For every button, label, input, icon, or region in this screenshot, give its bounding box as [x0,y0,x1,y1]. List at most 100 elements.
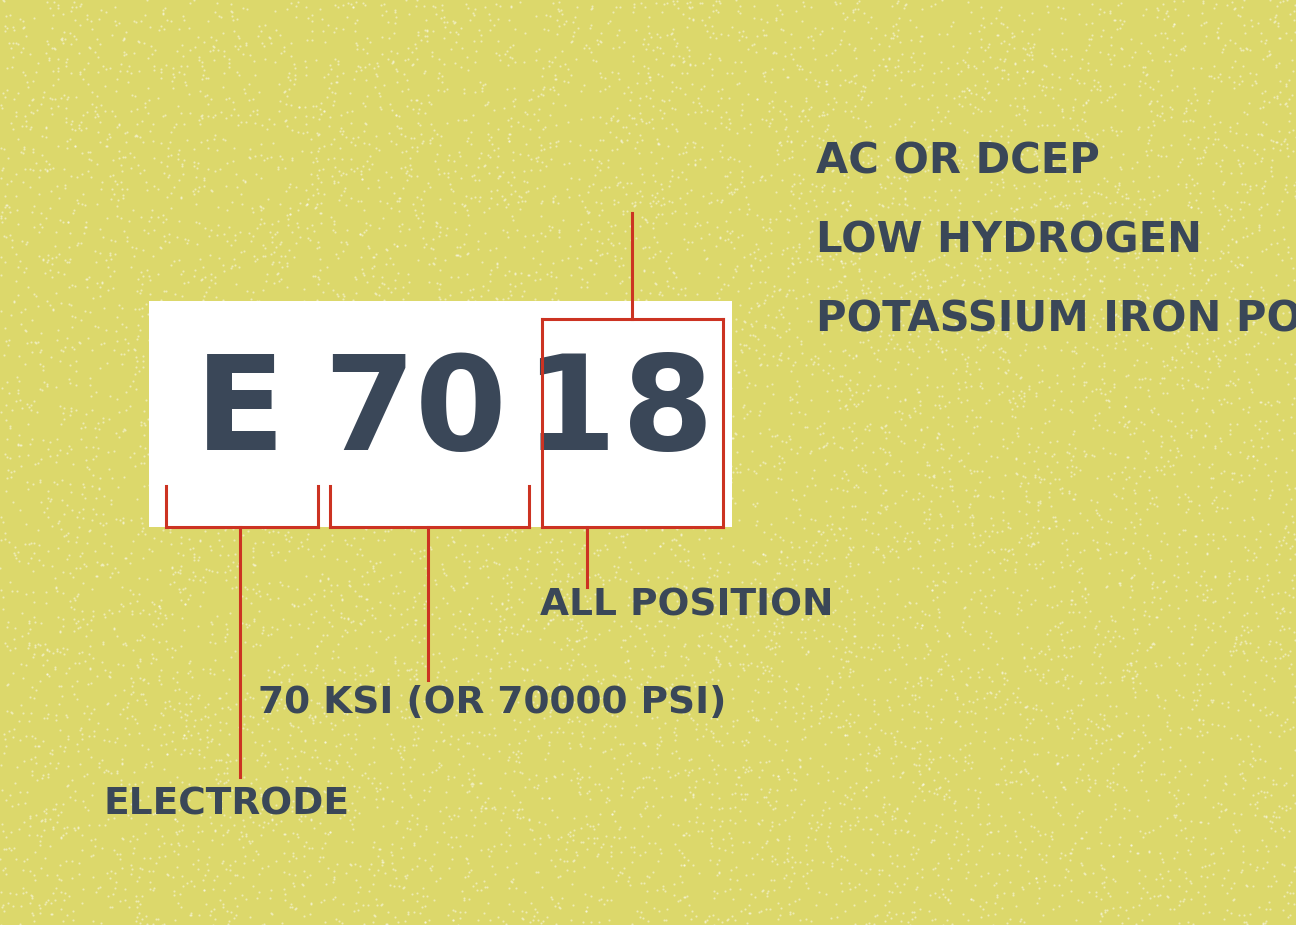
Point [1160,300,1181,314]
Point [363,561,384,575]
Point [831,209,851,224]
Point [980,50,1001,65]
Point [851,512,872,526]
Point [233,839,254,854]
Point [767,143,788,158]
Point [761,235,781,250]
Point [251,625,272,640]
Point [1221,59,1242,74]
Point [185,462,206,476]
Point [862,835,883,850]
Point [1090,550,1111,565]
Point [257,266,277,281]
Point [1220,335,1240,350]
Point [535,358,556,373]
Point [157,368,178,383]
Point [1073,865,1094,880]
Point [595,81,616,96]
Point [766,309,787,324]
Point [890,224,911,239]
Point [705,312,726,327]
Point [1002,685,1023,700]
Point [537,660,557,674]
Point [362,156,382,171]
Point [241,343,262,358]
Point [842,2,863,17]
Point [702,25,723,40]
Point [245,68,266,82]
Point [910,767,931,782]
Point [192,55,213,69]
Point [823,361,844,376]
Point [902,905,923,919]
Point [783,177,804,191]
Point [285,9,306,24]
Point [603,5,623,19]
Point [893,534,914,549]
Point [976,224,997,239]
Point [648,809,669,824]
Point [969,528,990,543]
Point [1278,878,1296,893]
Point [892,302,912,317]
Point [168,173,189,188]
Point [1239,289,1260,303]
Point [249,406,270,421]
Point [839,644,859,659]
Point [806,199,827,214]
Point [249,884,270,899]
Point [599,429,619,444]
Point [837,169,858,184]
Point [931,661,951,676]
Point [923,75,943,90]
Point [874,500,894,514]
Point [121,867,141,882]
Point [960,892,981,906]
Point [689,455,710,470]
Point [897,339,918,354]
Point [520,122,540,137]
Point [740,276,761,290]
Point [726,460,746,475]
Point [167,895,188,910]
Point [289,617,310,632]
Point [792,14,813,29]
Point [1033,667,1054,682]
Point [527,605,548,620]
Point [863,599,884,614]
Point [801,512,822,526]
Point [109,603,130,618]
Point [495,491,516,506]
Point [413,601,434,616]
Point [1173,346,1194,361]
Point [79,270,100,285]
Point [184,269,205,284]
Point [560,133,581,148]
Point [368,862,389,877]
Point [1264,14,1284,29]
Point [731,103,752,117]
Point [171,342,192,357]
Point [955,379,976,394]
Point [806,211,827,226]
Point [61,308,82,323]
Point [925,535,946,549]
Point [814,206,835,221]
Point [833,463,854,478]
Point [1161,82,1182,97]
Point [701,672,722,686]
Point [597,791,618,806]
Point [232,172,253,187]
Point [1056,649,1077,664]
Point [445,618,465,633]
Point [789,40,810,55]
Point [205,707,226,722]
Point [664,31,684,46]
Point [264,341,285,356]
Point [1043,261,1064,276]
Point [784,166,805,181]
Point [292,402,312,417]
Point [406,0,426,14]
Point [499,40,520,55]
Point [156,391,176,406]
